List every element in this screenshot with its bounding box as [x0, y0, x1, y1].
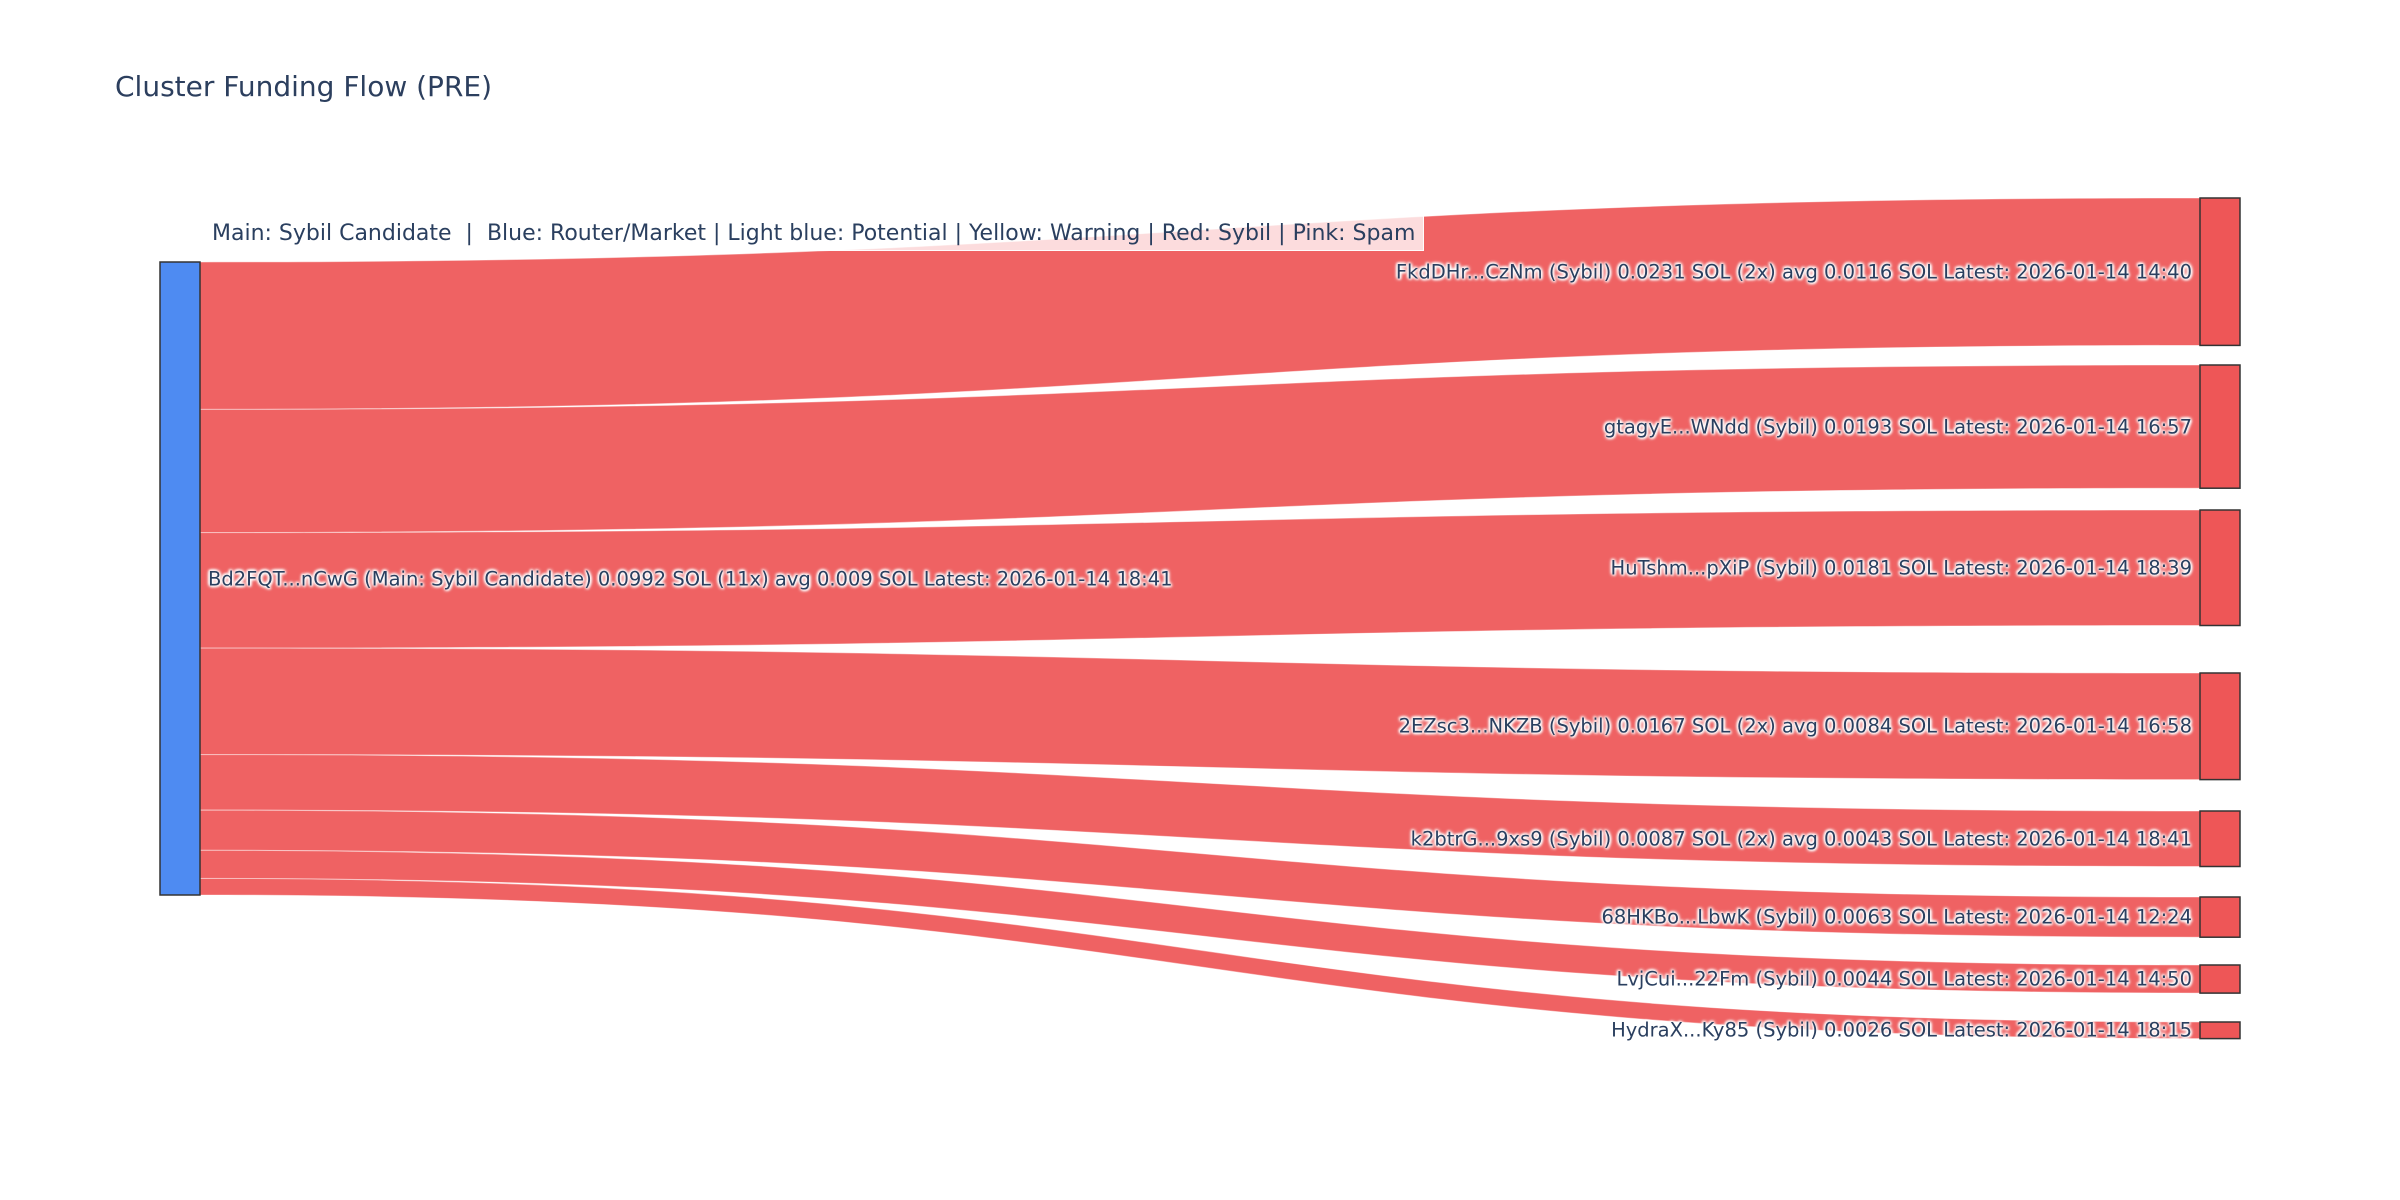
sankey-node-target-2EZsc3...NKZB[interactable]: [2199, 672, 2241, 781]
sankey-node-target-68HKBo...LbwK[interactable]: [2199, 896, 2241, 938]
sankey-node-target-gtagyE...WNdd[interactable]: [2199, 364, 2241, 489]
legend-annotation: Main: Sybil Candidate | Blue: Router/Mar…: [203, 214, 1425, 251]
sankey-node-target-FkdDHr...CzNm[interactable]: [2199, 197, 2241, 347]
sankey-node-target-LvjCui...22Fm[interactable]: [2199, 964, 2241, 994]
chart-title: Cluster Funding Flow (PRE): [115, 70, 493, 103]
sankey-node-target-HydraX...Ky85[interactable]: [2199, 1021, 2241, 1040]
sankey-node-source[interactable]: [159, 261, 201, 896]
sankey-node-target-HuTshm...pXiP[interactable]: [2199, 509, 2241, 627]
sankey-node-target-k2btrG...9xs9[interactable]: [2199, 810, 2241, 868]
